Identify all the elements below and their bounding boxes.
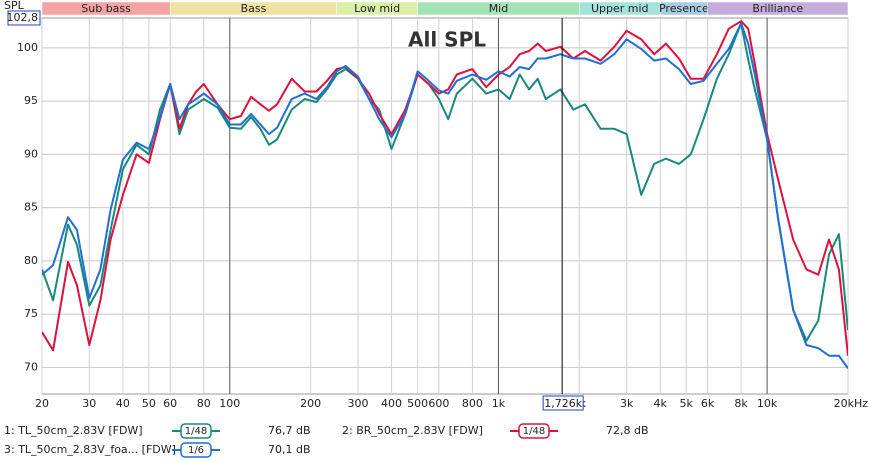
y-limit-box [7,10,41,26]
x-tick-label: 20kHz [834,397,869,410]
band-label: Mid [489,2,509,15]
legend-smoothing: 1/6 [188,445,204,456]
x-tick-label: 50 [142,397,156,410]
y-tick-label: 95 [24,94,38,107]
legend-name: 3: TL_50cm_2.83V_foa... [FDW] [4,443,176,456]
x-tick-label: 500 [407,397,428,410]
legend-smoothing-box [180,442,212,458]
y-tick-label: 90 [24,147,38,160]
series-line [42,20,848,356]
band-label: Sub bass [81,2,131,15]
legend-name: 2: BR_50cm_2.83V [FDW] [342,424,483,437]
legend-name: 1: TL_50cm_2.83V [FDW] [4,424,143,437]
y-tick-label: 70 [24,360,38,373]
band-label: Presence [659,2,709,15]
legend-smoothing: 1/48 [523,426,545,437]
band-label: Brilliance [752,2,803,15]
x-tick-label: 5k [680,397,694,410]
legend-level: 72,8 dB [606,424,649,437]
legend-smoothing-box [180,423,212,439]
x-tick-label: 1k [492,397,506,410]
legend-level: 76,7 dB [268,424,311,437]
legend-level: 70,1 dB [268,443,311,456]
x-tick-label: 6k [701,397,715,410]
x-tick-label: 300 [347,397,368,410]
chart-title: All SPL [408,28,486,52]
x-tick-label: 10k [757,397,778,410]
band-label: Upper mid [591,2,649,15]
plot-area [41,17,849,395]
x-tick-label: 30 [82,397,96,410]
x-tick-label: 3k [620,397,634,410]
x-tick-label: 4k [654,397,668,410]
y-axis-label: SPL [4,0,25,12]
x-tick-label: 40 [116,397,130,410]
x-tick-label: 600 [428,397,449,410]
band-label: Bass [241,2,267,15]
y-tick-label: 102,8 [7,11,39,24]
x-tick-label: 200 [300,397,321,410]
legend-smoothing-box [518,423,550,439]
series-line [42,22,848,369]
x-tick-label: 100 [219,397,240,410]
band [707,1,849,16]
y-tick-label: 75 [24,307,38,320]
x-tick-label: 60 [163,397,177,410]
legend-smoothing: 1/48 [185,426,207,437]
x-tick-label: 8k [734,397,748,410]
x-tick-label: 400 [381,397,402,410]
y-tick-label: 85 [24,201,38,214]
cursor-box [542,395,584,411]
x-tick-label: 80 [197,397,211,410]
y-tick-label: 80 [24,254,38,267]
x-tick-label: 20 [35,397,49,410]
cursor-label: 1,726k [544,397,582,410]
y-tick-label: 100 [17,41,38,54]
x-tick-label: 800 [462,397,483,410]
band-label: Low mid [354,2,400,15]
